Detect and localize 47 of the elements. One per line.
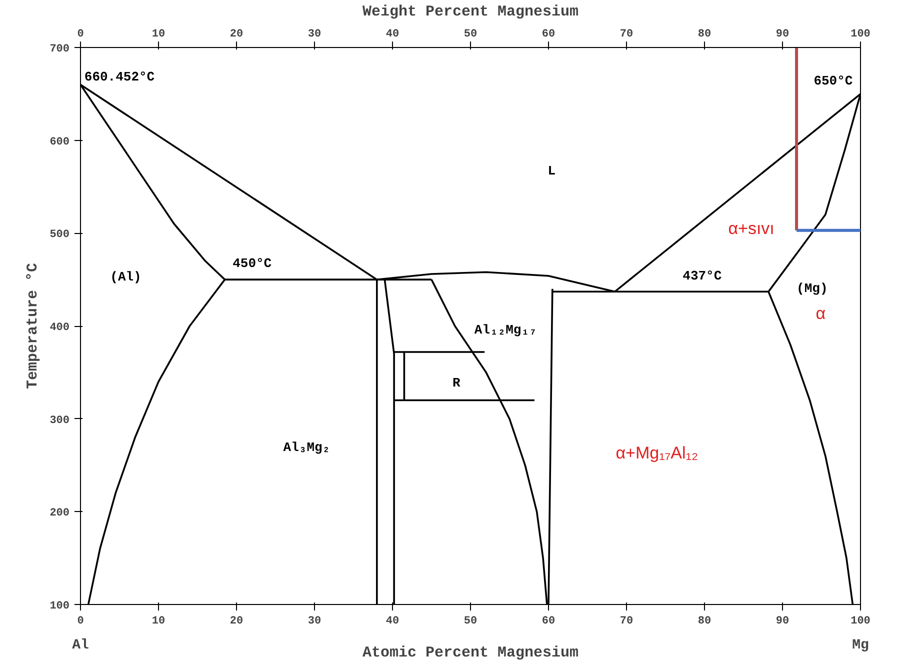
y-tick-label: 400: [50, 322, 70, 334]
x-tick-label: 90: [776, 616, 790, 628]
y-tick-label: 300: [50, 414, 70, 427]
annotation: 660.452°C: [84, 70, 155, 85]
y-tick-label: 100: [50, 600, 70, 612]
x-tick-label: 100: [850, 616, 870, 628]
y-tick-label: 500: [50, 229, 70, 242]
x2-axis-title: Weight Percent Magnesium: [362, 4, 579, 20]
x2-tick-label: 40: [386, 28, 400, 40]
y-axis-title: Temperature °C: [24, 262, 42, 390]
annotation: Al₁₂Mg₁₇: [474, 322, 537, 338]
annotation: R: [452, 375, 461, 390]
annotation: L: [548, 164, 556, 179]
annotation: Al₃Mg₂: [283, 440, 330, 455]
x2-tick-label: 10: [152, 28, 166, 40]
annotation: 437°C: [682, 268, 722, 284]
y-tick-label: 600: [50, 136, 70, 148]
annotation: α+Mg₁₇Al₁₂: [616, 443, 698, 462]
x2-tick-label: 30: [308, 28, 322, 40]
x2-tick-label: 70: [620, 28, 634, 40]
x2-tick-label: 0: [77, 28, 84, 40]
x2-tick-label: 90: [776, 28, 790, 40]
x-tick-label: 70: [620, 616, 634, 628]
x2-tick-label: 50: [464, 28, 478, 40]
annotation: α+sıvı: [728, 219, 774, 238]
x-tick-label: 60: [542, 616, 556, 628]
x-tick-label: 50: [464, 616, 478, 628]
x2-tick-label: 100: [850, 28, 870, 40]
x-tick-label: 20: [230, 616, 244, 628]
annotation: α: [816, 304, 826, 324]
x-tick-label: 40: [386, 616, 400, 628]
text: Al: [72, 638, 89, 654]
x2-tick-label: 20: [230, 28, 244, 40]
x2-tick-label: 80: [698, 28, 712, 40]
x-tick-label: 0: [77, 616, 84, 628]
x2-tick-label: 60: [542, 28, 556, 40]
annotation: 650°C: [814, 73, 853, 88]
y-tick-label: 200: [50, 508, 70, 520]
annotation: (Al): [110, 269, 142, 284]
text: Mg: [852, 638, 869, 654]
y-tick-label: 700: [50, 44, 70, 56]
annotation: (Mg): [796, 281, 828, 296]
x-axis-title: Atomic Percent Magnesium: [362, 644, 579, 662]
annotation: 450°C: [232, 256, 272, 272]
x-tick-label: 10: [152, 616, 166, 628]
x-tick-label: 80: [698, 616, 712, 628]
x-tick-label: 30: [308, 616, 322, 628]
